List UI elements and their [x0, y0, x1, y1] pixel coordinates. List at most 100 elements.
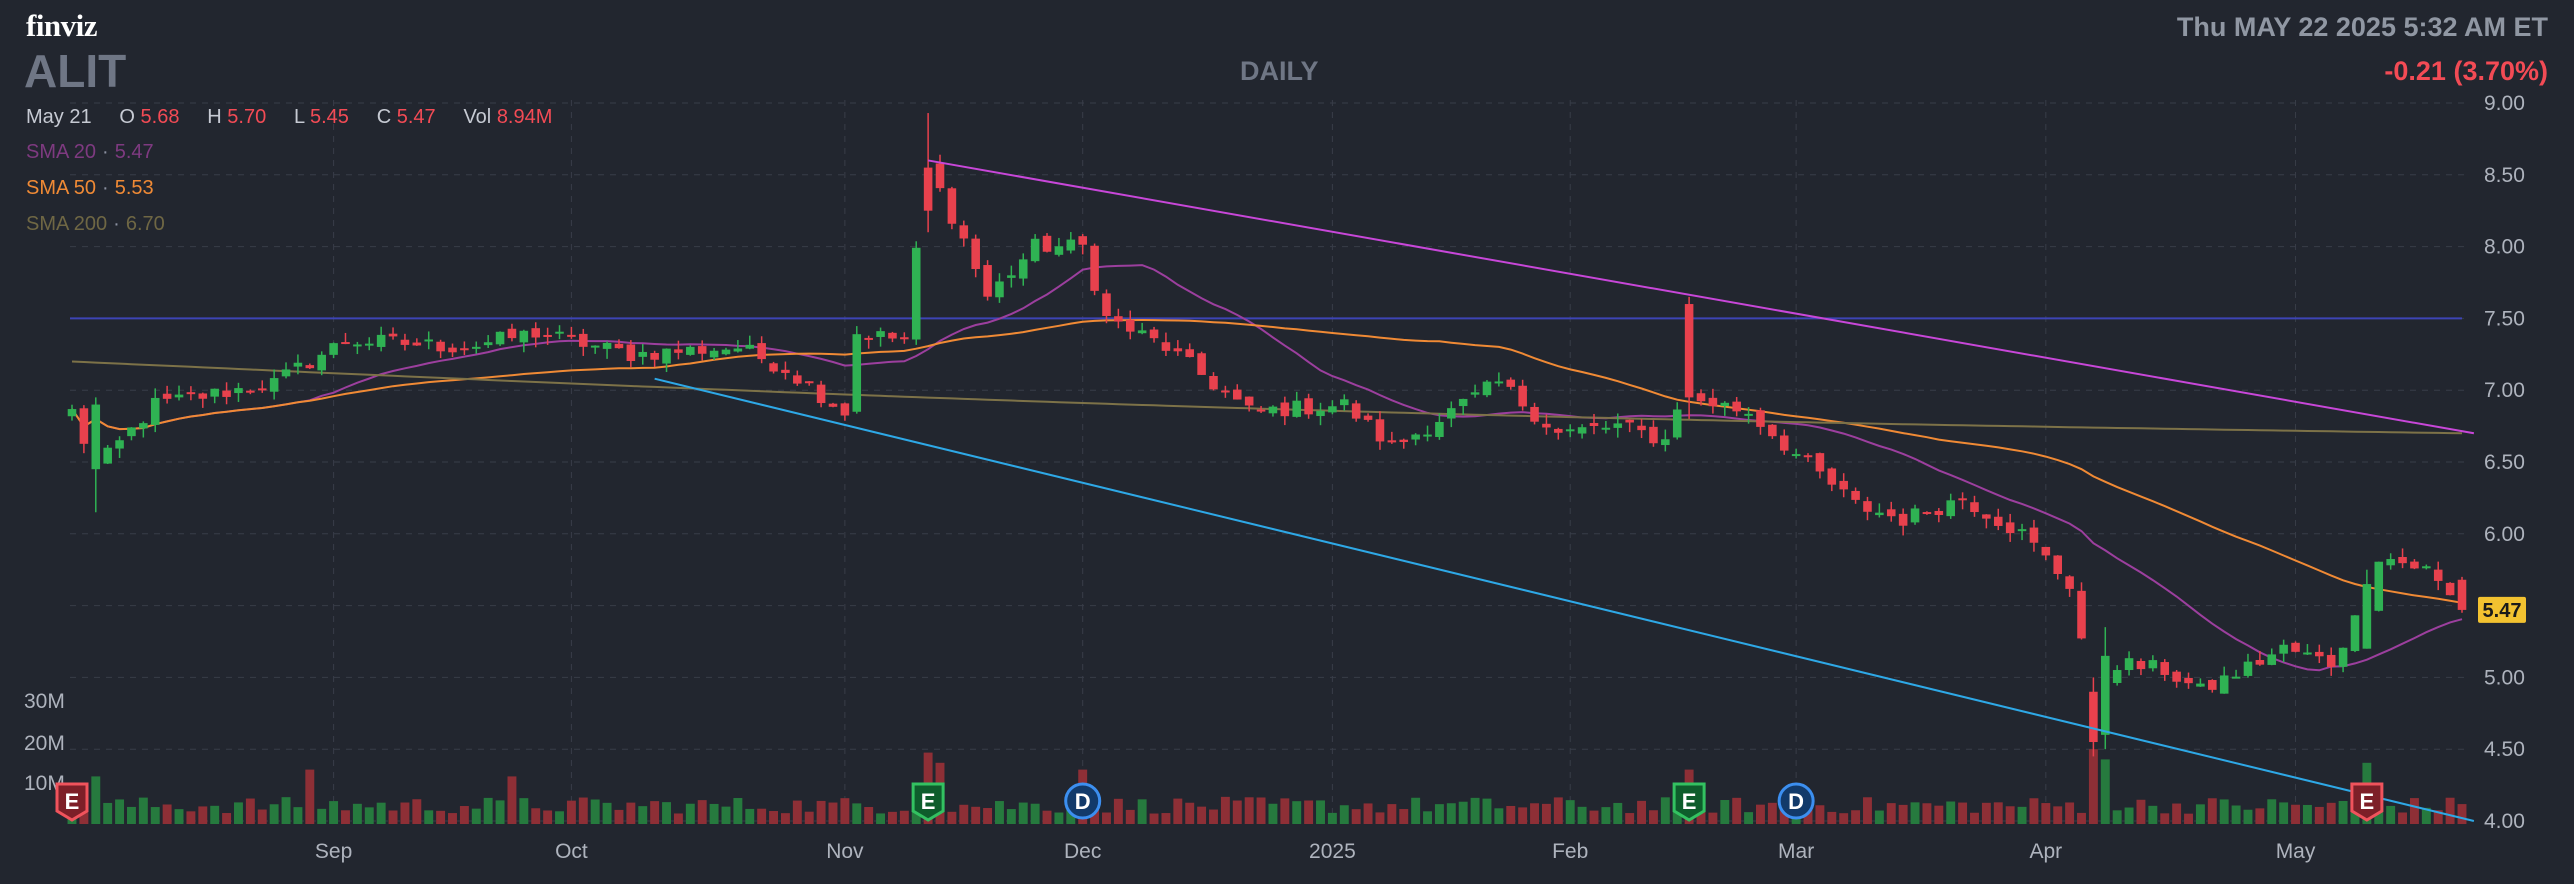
- candle-body: [2196, 683, 2205, 687]
- candle: [257, 380, 267, 393]
- candle: [2326, 647, 2336, 676]
- price-change: -0.21 (3.70%): [2384, 56, 2548, 86]
- candle: [721, 347, 731, 356]
- candle-body: [2422, 566, 2431, 569]
- finviz-logo[interactable]: finviz: [26, 8, 98, 43]
- candle: [412, 338, 422, 346]
- candle: [1542, 414, 1551, 435]
- candle-body: [1351, 403, 1361, 419]
- candle-body: [900, 337, 909, 340]
- candle: [733, 340, 743, 353]
- candle: [911, 241, 921, 345]
- candle-body: [2457, 579, 2467, 610]
- candle-body: [1423, 434, 1432, 437]
- candle: [471, 341, 481, 354]
- candle-body: [757, 343, 766, 360]
- candle-body: [2243, 661, 2253, 676]
- volume-bar: [495, 800, 505, 824]
- candle-body: [150, 397, 160, 425]
- volume-bar: [1030, 803, 1040, 824]
- volume-bar: [305, 769, 315, 824]
- candle-body: [1601, 427, 1611, 430]
- candle-body: [876, 331, 885, 337]
- candle: [1078, 234, 1087, 255]
- volume-bar: [685, 803, 695, 824]
- volume-bar: [2029, 798, 2039, 824]
- candle-body: [2160, 662, 2170, 675]
- candle-body: [590, 345, 600, 348]
- candle-body: [2124, 658, 2134, 671]
- candle: [1149, 326, 1159, 343]
- volume-bar: [150, 807, 160, 824]
- candle: [1387, 431, 1397, 444]
- candle: [1827, 467, 1837, 492]
- open-label: O: [119, 106, 135, 128]
- candle: [638, 344, 648, 365]
- candle-body: [1851, 490, 1860, 500]
- earnings-marker: E: [1672, 782, 1706, 822]
- candle-body: [2303, 652, 2312, 655]
- candle: [2243, 653, 2253, 678]
- candle: [400, 333, 410, 351]
- volume-bar: [2041, 803, 2051, 824]
- candle: [1506, 377, 1516, 390]
- candle: [888, 331, 897, 343]
- candle-body: [91, 404, 101, 470]
- candle-body: [1447, 408, 1456, 419]
- candle-body: [1173, 348, 1183, 352]
- volume-value: 8.94M: [496, 106, 553, 128]
- volume-bar: [364, 807, 374, 824]
- candle: [1102, 289, 1111, 324]
- candle: [2338, 647, 2348, 673]
- volume-bar: [745, 808, 755, 824]
- candle: [2386, 553, 2395, 570]
- dividend-badge: [1777, 782, 1815, 820]
- candle: [1447, 401, 1456, 428]
- candle: [614, 339, 624, 349]
- volume-bar: [2291, 804, 2300, 824]
- sma200-name: SMA 200: [26, 213, 108, 235]
- volume-bar: [638, 806, 648, 824]
- candle: [1137, 322, 1147, 335]
- candle: [448, 343, 457, 358]
- volume-bar: [388, 810, 398, 824]
- candle: [1708, 388, 1718, 414]
- candle-body: [543, 334, 552, 337]
- volume-bar: [1161, 813, 1171, 824]
- candle-body: [911, 247, 921, 340]
- x-tick-label: May: [2276, 840, 2316, 863]
- candle: [1554, 427, 1563, 440]
- y-tick-label: 4.50: [2484, 738, 2525, 761]
- volume-bar: [1102, 812, 1111, 824]
- candle: [103, 444, 112, 465]
- candle: [1185, 343, 1194, 358]
- candle-body: [1280, 402, 1290, 417]
- candle-body: [79, 408, 89, 444]
- candle: [1375, 411, 1385, 450]
- candle: [590, 345, 600, 354]
- y-tick-label: 6.50: [2484, 451, 2525, 474]
- candle: [1744, 407, 1753, 424]
- ticker-symbol: ALIT: [24, 45, 127, 97]
- volume-bar: [2124, 807, 2134, 824]
- marker-letter: E: [65, 789, 80, 814]
- volume-bar: [566, 800, 576, 824]
- sma20-value: 5.47: [114, 141, 154, 163]
- volume-bar: [2386, 805, 2396, 824]
- candle: [2445, 582, 2455, 596]
- volume-bar: [2421, 807, 2431, 824]
- marker-letter: D: [1788, 789, 1804, 814]
- candle-body: [638, 351, 648, 357]
- candle: [1054, 237, 1064, 257]
- volume-bar: [709, 803, 719, 824]
- volume-bar: [1827, 811, 1837, 824]
- volume-bar: [876, 813, 886, 824]
- volume-bar: [2445, 797, 2455, 824]
- candle-body: [1661, 439, 1670, 446]
- volume-bar: [947, 811, 957, 824]
- volume-bar: [234, 802, 243, 824]
- volume-bar: [1339, 805, 1349, 824]
- candle-body: [424, 339, 433, 342]
- volume-bar: [507, 776, 517, 824]
